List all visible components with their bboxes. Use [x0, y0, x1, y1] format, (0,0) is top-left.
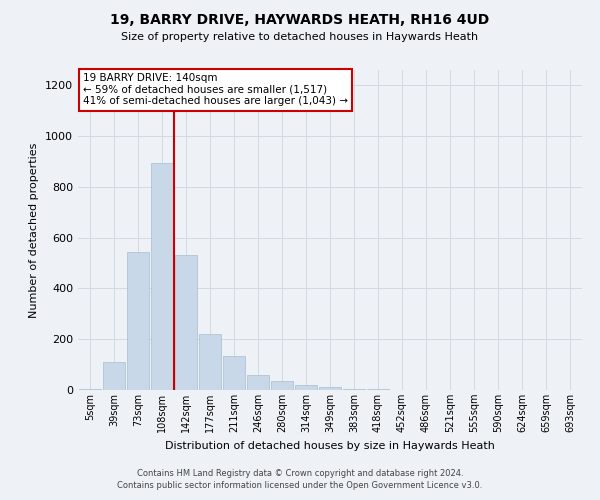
Bar	[79, 388, 101, 390]
Bar	[199, 334, 221, 390]
Bar	[295, 385, 317, 390]
Bar	[151, 162, 173, 390]
Text: Size of property relative to detached houses in Haywards Heath: Size of property relative to detached ho…	[121, 32, 479, 42]
Bar	[271, 381, 293, 390]
Bar	[319, 388, 341, 390]
Text: 19 BARRY DRIVE: 140sqm
← 59% of detached houses are smaller (1,517)
41% of semi-: 19 BARRY DRIVE: 140sqm ← 59% of detached…	[83, 73, 348, 106]
Text: 19, BARRY DRIVE, HAYWARDS HEATH, RH16 4UD: 19, BARRY DRIVE, HAYWARDS HEATH, RH16 4U…	[110, 12, 490, 26]
Bar	[175, 256, 197, 390]
Text: Contains HM Land Registry data © Crown copyright and database right 2024.: Contains HM Land Registry data © Crown c…	[137, 468, 463, 477]
Bar	[343, 388, 365, 390]
Bar	[223, 356, 245, 390]
Bar	[247, 375, 269, 390]
Y-axis label: Number of detached properties: Number of detached properties	[29, 142, 40, 318]
Bar	[127, 252, 149, 390]
Text: Contains public sector information licensed under the Open Government Licence v3: Contains public sector information licen…	[118, 481, 482, 490]
X-axis label: Distribution of detached houses by size in Haywards Heath: Distribution of detached houses by size …	[165, 440, 495, 450]
Bar	[103, 362, 125, 390]
